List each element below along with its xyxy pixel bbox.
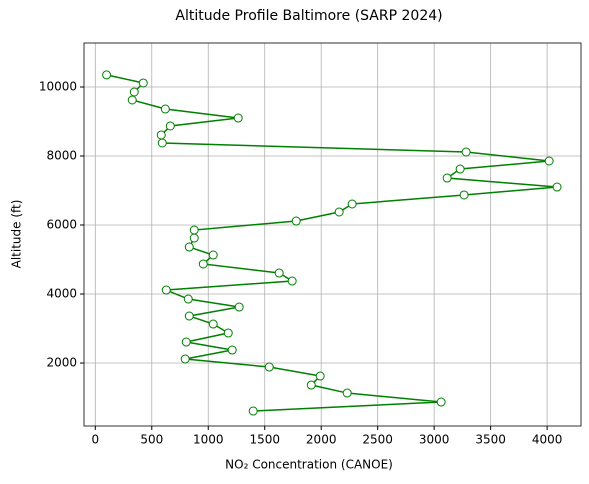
data-point <box>342 388 352 398</box>
data-point <box>223 328 233 338</box>
x-tick-label: 1500 <box>249 433 280 447</box>
x-tick-label: 1000 <box>193 433 224 447</box>
data-point <box>234 302 244 312</box>
y-tick-label: 6000 <box>46 218 77 232</box>
data-point <box>544 156 554 166</box>
x-tick-label: 3500 <box>475 433 506 447</box>
data-point <box>180 354 190 364</box>
data-point <box>102 70 112 80</box>
x-tick-label: 2000 <box>306 433 337 447</box>
data-point <box>127 95 137 105</box>
data-point <box>233 113 243 123</box>
data-point <box>161 285 171 295</box>
data-point <box>287 276 297 286</box>
x-tick-label: 4000 <box>532 433 563 447</box>
data-point <box>183 294 193 304</box>
y-tick-label: 2000 <box>46 356 77 370</box>
data-point <box>436 397 446 407</box>
chart-title: Altitude Profile Baltimore (SARP 2024) <box>175 8 442 24</box>
data-point <box>208 319 218 329</box>
plot-frame <box>83 42 582 427</box>
data-point <box>138 78 148 88</box>
x-axis-label: NO₂ Concentration (CANOE) <box>225 458 393 472</box>
data-point <box>189 233 199 243</box>
data-point <box>208 250 218 260</box>
data-point <box>184 311 194 321</box>
data-point <box>455 164 465 174</box>
x-tick-label: 0 <box>91 433 99 447</box>
y-tick-label: 10000 <box>39 79 77 93</box>
data-point <box>291 216 301 226</box>
data-point <box>459 190 469 200</box>
data-point <box>461 147 471 157</box>
data-point <box>306 380 316 390</box>
y-tick-label: 8000 <box>46 149 77 163</box>
data-point <box>181 337 191 347</box>
data-point <box>160 104 170 114</box>
data-point <box>442 173 452 183</box>
data-point <box>165 121 175 131</box>
y-axis-label: Altitude (ft) <box>10 200 24 269</box>
data-point <box>156 130 166 140</box>
y-tick-label: 4000 <box>46 287 77 301</box>
x-tick-label: 500 <box>140 433 163 447</box>
data-point <box>184 242 194 252</box>
data-point <box>264 362 274 372</box>
data-point <box>227 345 237 355</box>
data-point <box>552 182 562 192</box>
data-point <box>157 138 167 148</box>
data-point <box>334 207 344 217</box>
data-point <box>315 371 325 381</box>
data-point <box>248 406 258 416</box>
data-point <box>274 268 284 278</box>
data-point <box>129 87 139 97</box>
data-point <box>347 199 357 209</box>
x-tick-label: 2500 <box>362 433 393 447</box>
data-point <box>189 225 199 235</box>
x-tick-label: 3000 <box>419 433 450 447</box>
data-point <box>198 259 208 269</box>
data-line <box>106 74 558 412</box>
